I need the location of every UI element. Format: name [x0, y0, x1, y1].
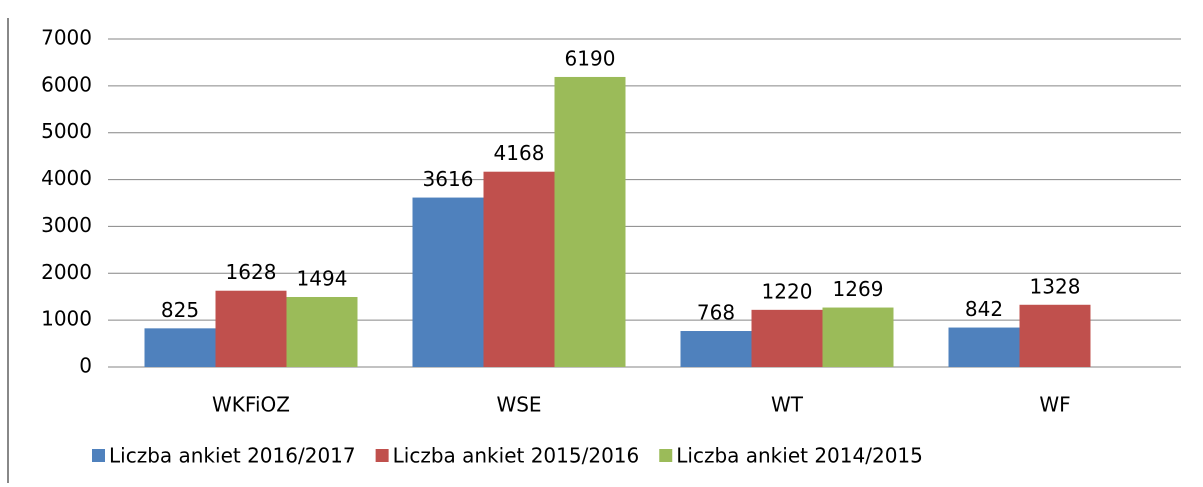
bar — [286, 296, 358, 367]
y-tick-label: 3000 — [41, 213, 92, 237]
y-tick-label: 6000 — [41, 72, 92, 96]
x-tick-label: WKFiOZ — [212, 393, 290, 417]
data-label: 4168 — [494, 141, 545, 165]
x-tick-label: WT — [771, 393, 804, 417]
legend-label: Liczba ankiet 2015/2016 — [393, 444, 640, 468]
legend-label: Liczba ankiet 2016/2017 — [109, 444, 356, 468]
data-label: 1220 — [762, 279, 813, 303]
data-label: 842 — [965, 297, 1003, 321]
data-label: 1269 — [833, 277, 884, 301]
bar — [948, 327, 1020, 367]
y-tick-label: 0 — [79, 354, 92, 378]
bar — [1019, 304, 1091, 367]
bar — [215, 290, 287, 367]
y-tick-label: 7000 — [41, 26, 92, 50]
data-label: 825 — [161, 298, 199, 322]
data-label: 3616 — [423, 167, 474, 191]
legend-swatch — [375, 449, 389, 462]
data-label: 1628 — [226, 260, 277, 284]
bar — [412, 197, 484, 367]
x-tick-label: WSE — [496, 393, 541, 417]
bar — [554, 76, 626, 367]
legend-swatch — [92, 449, 105, 462]
y-tick-label: 1000 — [41, 307, 92, 331]
bar — [144, 328, 216, 367]
data-label: 1494 — [297, 266, 348, 290]
y-tick-label: 5000 — [41, 119, 92, 143]
data-label: 1328 — [1030, 274, 1081, 298]
bar — [680, 331, 752, 367]
data-label: 768 — [697, 301, 735, 325]
data-label: 6190 — [565, 46, 616, 70]
bar — [822, 307, 894, 367]
legend-swatch — [659, 449, 673, 462]
legend-label: Liczba ankiet 2014/2015 — [676, 444, 923, 468]
bar — [751, 309, 823, 367]
bar — [483, 171, 555, 367]
y-tick-label: 4000 — [41, 166, 92, 190]
y-tick-label: 2000 — [41, 260, 92, 284]
x-tick-label: WF — [1039, 393, 1070, 417]
